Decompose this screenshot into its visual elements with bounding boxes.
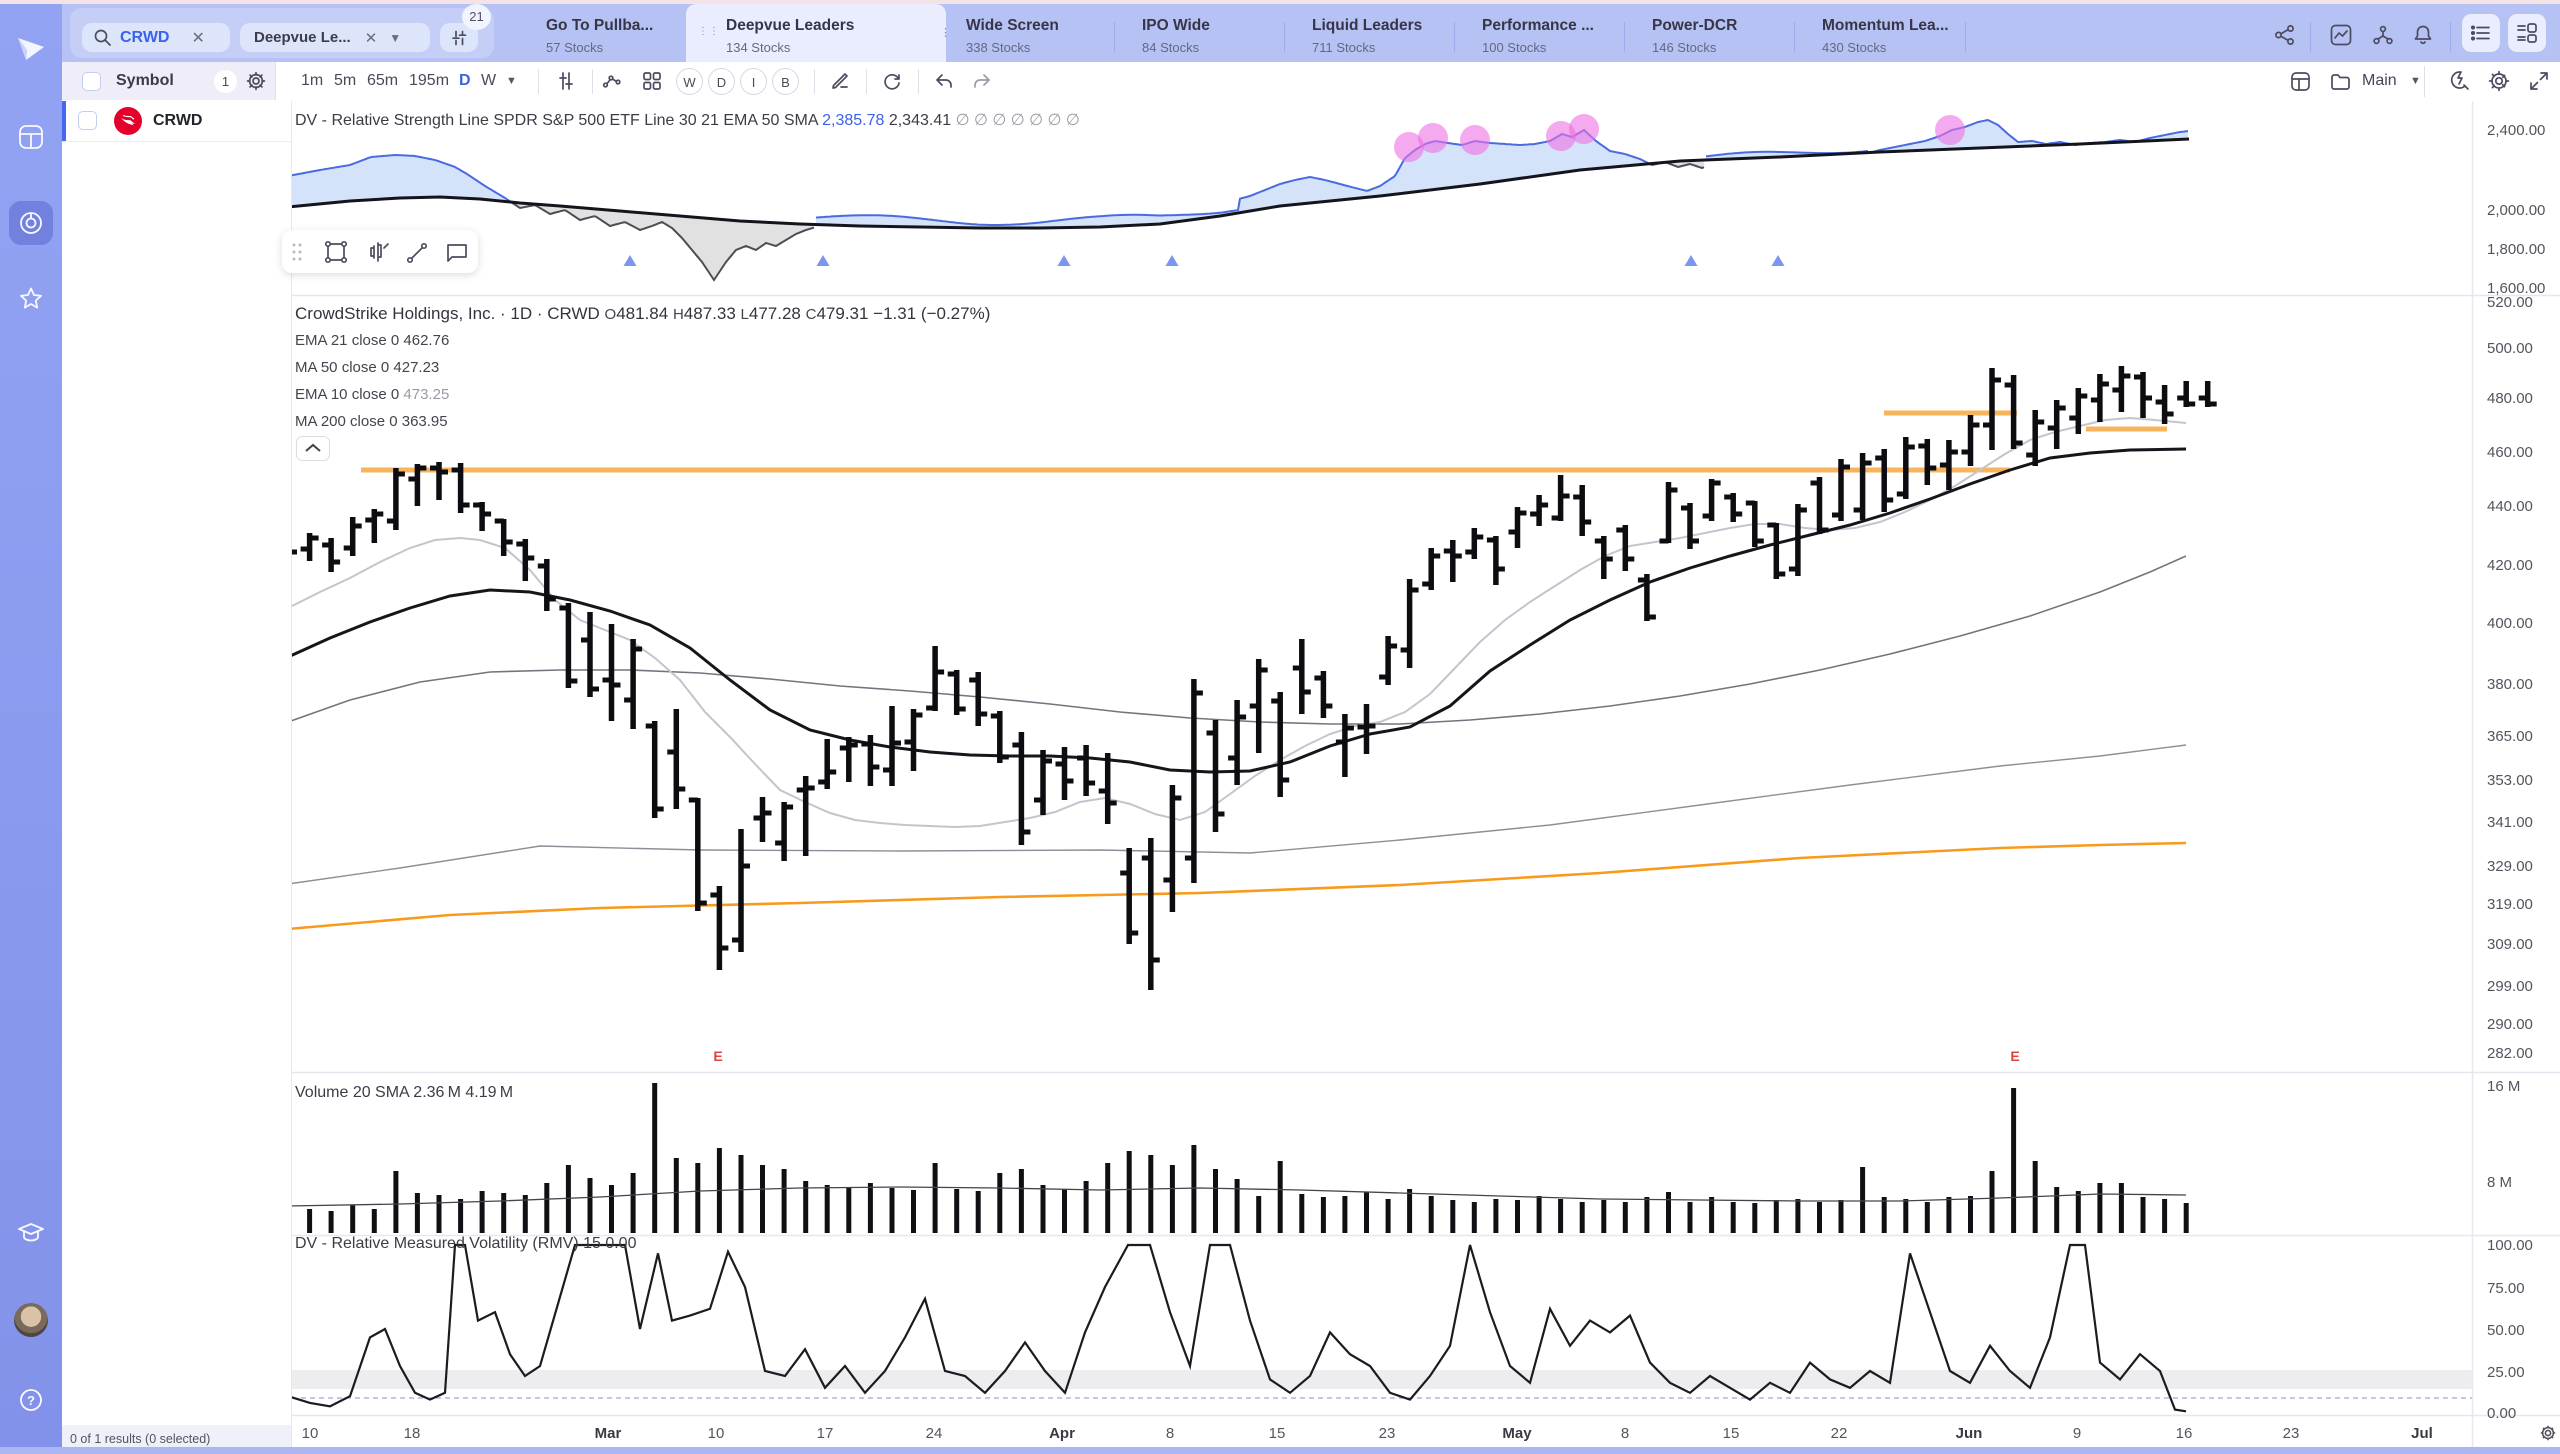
svg-text:9: 9	[2073, 1425, 2081, 1442]
svg-text:?: ?	[27, 1393, 35, 1408]
svg-text:CrowdStrike Holdings, Inc. · 1: CrowdStrike Holdings, Inc. · 1D · CRWD O…	[295, 304, 990, 323]
svg-text:16 M: 16 M	[2487, 1078, 2520, 1095]
svg-text:15: 15	[1723, 1425, 1740, 1442]
svg-text:290.00: 290.00	[2487, 1016, 2533, 1033]
svg-text:Jul: Jul	[2411, 1425, 2433, 1442]
svg-text:Volume 20 SMA 2.36 M 4.19 M: Volume 20 SMA 2.36 M 4.19 M	[295, 1084, 513, 1101]
svg-text:Mar: Mar	[595, 1425, 622, 1442]
svg-text:10: 10	[708, 1425, 725, 1442]
svg-text:100.00: 100.00	[2487, 1237, 2533, 1254]
svg-text:420.00: 420.00	[2487, 557, 2533, 574]
svg-text:MA 50 close 0 427.23: MA 50 close 0 427.23	[295, 359, 439, 376]
svg-text:8: 8	[1621, 1425, 1629, 1442]
svg-text:E: E	[2010, 1048, 2019, 1064]
svg-text:440.00: 440.00	[2487, 498, 2533, 515]
svg-text:2,000.00: 2,000.00	[2487, 202, 2545, 219]
svg-text:10: 10	[302, 1425, 319, 1442]
svg-text:2,400.00: 2,400.00	[2487, 122, 2545, 139]
svg-text:22: 22	[1831, 1425, 1848, 1442]
svg-text:8: 8	[1166, 1425, 1174, 1442]
svg-text:1,600.00: 1,600.00	[2487, 280, 2545, 297]
svg-text:1,800.00: 1,800.00	[2487, 241, 2545, 258]
svg-text:Jun: Jun	[1956, 1425, 1983, 1442]
svg-text:23: 23	[1379, 1425, 1396, 1442]
svg-text:380.00: 380.00	[2487, 676, 2533, 693]
svg-text:480.00: 480.00	[2487, 390, 2533, 407]
svg-text:DV - Relative Strength Line SP: DV - Relative Strength Line SPDR S&P 500…	[295, 112, 1080, 129]
svg-text:EMA 21 close 0 462.76: EMA 21 close 0 462.76	[295, 332, 449, 349]
svg-text:353.00: 353.00	[2487, 772, 2533, 789]
svg-text:16: 16	[2176, 1425, 2193, 1442]
svg-text:50.00: 50.00	[2487, 1322, 2525, 1339]
svg-text:E: E	[713, 1048, 722, 1064]
svg-text:EMA 10 close 0 473.25: EMA 10 close 0 473.25	[295, 386, 449, 403]
svg-text:18: 18	[404, 1425, 421, 1442]
svg-text:329.00: 329.00	[2487, 858, 2533, 875]
svg-text:23: 23	[2283, 1425, 2300, 1442]
svg-text:24: 24	[926, 1425, 943, 1442]
svg-text:75.00: 75.00	[2487, 1280, 2525, 1297]
svg-text:8 M: 8 M	[2487, 1174, 2512, 1191]
svg-text:MA 200 close 0 363.95: MA 200 close 0 363.95	[295, 413, 448, 430]
svg-text:365.00: 365.00	[2487, 728, 2533, 745]
svg-text:319.00: 319.00	[2487, 896, 2533, 913]
svg-text:341.00: 341.00	[2487, 814, 2533, 831]
svg-text:Apr: Apr	[1049, 1425, 1075, 1442]
svg-text:0.00: 0.00	[2487, 1405, 2516, 1422]
svg-text:460.00: 460.00	[2487, 444, 2533, 461]
svg-text:25.00: 25.00	[2487, 1364, 2525, 1381]
svg-text:15: 15	[1269, 1425, 1286, 1442]
svg-text:520.00: 520.00	[2487, 294, 2533, 311]
svg-text:400.00: 400.00	[2487, 615, 2533, 632]
svg-text:May: May	[1502, 1425, 1532, 1442]
svg-text:282.00: 282.00	[2487, 1045, 2533, 1062]
svg-text:500.00: 500.00	[2487, 340, 2533, 357]
svg-text:309.00: 309.00	[2487, 936, 2533, 953]
svg-text:299.00: 299.00	[2487, 978, 2533, 995]
svg-text:17: 17	[817, 1425, 834, 1442]
svg-text:DV - Relative Measured Volatil: DV - Relative Measured Volatility (RMV) …	[295, 1235, 637, 1252]
